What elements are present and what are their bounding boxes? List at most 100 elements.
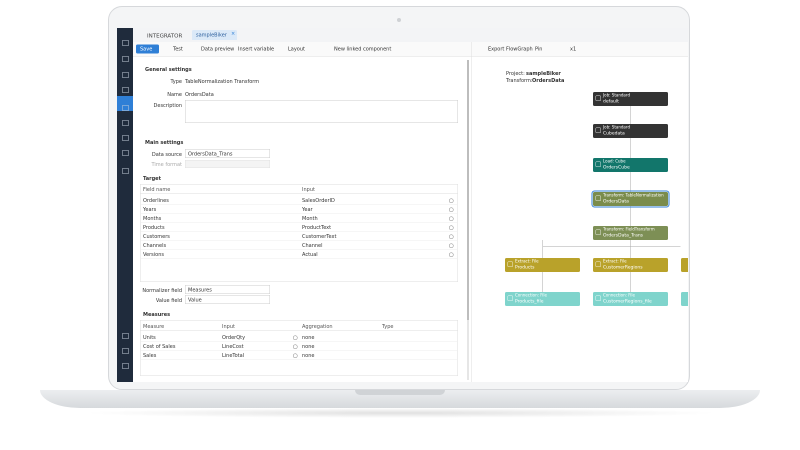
sidebar-icon[interactable] [122, 135, 129, 141]
node-name[interactable]: OrdersCube [603, 165, 630, 170]
node-name[interactable]: OrdersData [603, 199, 629, 204]
column-header: Input [302, 187, 315, 193]
field-value[interactable]: OrdersData_Trans [188, 151, 233, 158]
flow-node[interactable]: Load: Cube OrdersCube [593, 158, 668, 172]
table-cell: Customers [143, 234, 170, 240]
node-type[interactable]: Connection: File [603, 293, 635, 298]
sidebar-icon[interactable] [122, 120, 129, 126]
measures-table [140, 320, 458, 376]
node-type[interactable]: Extract: File [515, 259, 539, 264]
toolbar-button[interactable]: Data preview [201, 46, 235, 53]
link-icon[interactable] [449, 225, 454, 230]
sidebar-icon[interactable] [122, 105, 129, 111]
link-icon[interactable] [449, 198, 454, 203]
link-icon[interactable] [293, 335, 298, 340]
toolbar [133, 42, 688, 57]
toolbar-button[interactable]: Save [140, 46, 153, 53]
node-name[interactable]: default [603, 99, 619, 104]
transform-label: Transform: [506, 78, 533, 84]
toolbar-button[interactable]: Pin [535, 46, 543, 53]
toolbar-button[interactable]: Export FlowGraph [488, 46, 533, 53]
flow-node[interactable]: Connection: File CustomerRegions_file [593, 292, 668, 306]
node-type[interactable]: Load: Cube [603, 159, 626, 164]
row-rule [140, 359, 458, 360]
value-input[interactable] [185, 295, 270, 304]
project-label: Project: [506, 71, 525, 77]
node-name[interactable]: OrdersData_Trans [603, 233, 644, 238]
description-input[interactable] [185, 100, 458, 123]
row-rule [140, 341, 458, 342]
flow-node[interactable]: Job: Standard default [593, 92, 668, 106]
section-title: General settings [145, 67, 192, 73]
target-table [140, 184, 458, 282]
normalizer-input[interactable] [185, 285, 270, 294]
node-type[interactable]: Transform: FieldTransform [603, 227, 655, 232]
node-icon [595, 195, 601, 201]
toolbar-button[interactable]: x1 [570, 46, 577, 53]
node-type[interactable]: Job: Standard [603, 93, 630, 98]
sidebar-icon[interactable] [122, 72, 129, 78]
node-name[interactable]: Cubedata [603, 131, 625, 136]
sidebar-icon[interactable] [122, 333, 129, 339]
flow-node[interactable]: Extract: File Products [505, 258, 580, 272]
tab-label[interactable]: sampleBiker [196, 32, 227, 39]
screen: INTEGRATOR sampleBiker × General setting… [117, 28, 688, 382]
sidebar-icon[interactable] [122, 87, 129, 93]
link-icon[interactable] [449, 207, 454, 212]
node-name[interactable]: CustomerRegions_file [603, 299, 652, 304]
flow-node[interactable]: Extract: File CustomerRegions [593, 258, 668, 272]
connector [542, 246, 681, 247]
flow-node[interactable]: Job: Standard Cubedata [593, 124, 668, 138]
sidebar-icon[interactable] [122, 168, 129, 174]
link-icon[interactable] [449, 234, 454, 239]
table-cell: OrderQty [222, 335, 246, 341]
save-button[interactable] [136, 44, 159, 54]
toolbar-button[interactable]: Test [173, 46, 183, 53]
link-icon[interactable] [449, 216, 454, 221]
sidebar [117, 28, 133, 382]
toolbar-button[interactable]: Layout [288, 46, 305, 53]
tab[interactable] [192, 30, 237, 40]
link-icon[interactable] [449, 252, 454, 257]
flow-node[interactable]: Connection: File Products_file [505, 292, 580, 306]
row-rule [140, 231, 458, 232]
sidebar-icon[interactable] [122, 150, 129, 156]
toolbar-button[interactable]: New linked component [334, 46, 392, 53]
node-name[interactable]: Products_file [515, 299, 544, 304]
link-icon[interactable] [449, 243, 454, 248]
column-header: Aggregation [302, 324, 333, 330]
link-icon[interactable] [293, 344, 298, 349]
node-type[interactable]: Transform: TableNormalization [603, 193, 664, 198]
table-cell: none [302, 335, 315, 341]
node-icon [595, 95, 601, 101]
table-cell: Cost of Sales [143, 344, 176, 350]
sidebar-icon[interactable] [122, 56, 129, 62]
link-icon[interactable] [293, 353, 298, 358]
table-cell: none [302, 353, 315, 359]
node-type[interactable]: Job: Standard [603, 125, 630, 130]
connector [630, 106, 631, 124]
node[interactable] [681, 258, 688, 272]
node-icon [595, 229, 601, 235]
node-type[interactable]: Extract: File [603, 259, 627, 264]
node[interactable] [681, 292, 688, 306]
node-type[interactable]: Connection: File [515, 293, 547, 298]
flow-node[interactable]: Transform: FieldTransform OrdersData_Tran… [593, 226, 668, 240]
field-value: OrdersData [185, 92, 214, 98]
node-name[interactable]: Products [515, 265, 535, 270]
field-value[interactable]: Value [188, 297, 202, 304]
sidebar-icon[interactable] [122, 348, 129, 354]
time-format-select[interactable] [185, 160, 270, 168]
row-rule [140, 213, 458, 214]
sidebar-icon[interactable] [122, 363, 129, 369]
flow-node[interactable]: Transform: TableNormalization OrdersData [591, 190, 670, 208]
row-rule [140, 258, 458, 259]
field-value[interactable]: Measures [188, 287, 212, 294]
column-header: Measure [143, 324, 165, 330]
toolbar-button[interactable]: Insert variable [238, 46, 275, 53]
tab-close[interactable]: × [231, 31, 236, 37]
data-source-select[interactable] [185, 149, 270, 158]
node-name[interactable]: CustomerRegions [603, 265, 643, 270]
sidebar-icon[interactable] [122, 40, 129, 46]
